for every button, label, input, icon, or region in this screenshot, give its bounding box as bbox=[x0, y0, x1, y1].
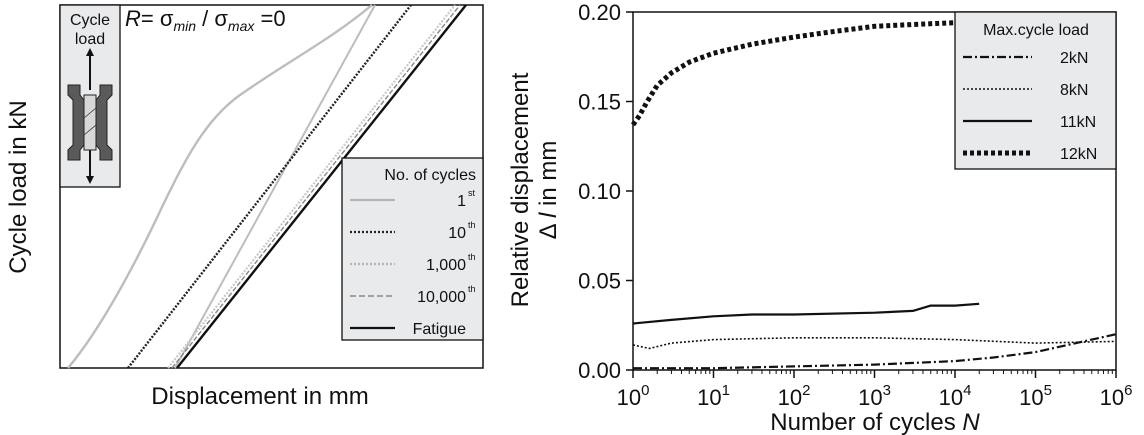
right-legend-label: 12kN bbox=[1060, 146, 1097, 163]
x-tick-label: 100 bbox=[617, 382, 650, 410]
right-chart: 0.00 0.05 0.10 0.15 0.20 100 101 102 103 104 105 10… bbox=[507, 0, 1132, 435]
right-legend-item: 8kN bbox=[963, 82, 1088, 99]
x-tick-label: 103 bbox=[858, 382, 891, 410]
y-tick-label: 0.10 bbox=[578, 179, 621, 204]
left-legend-label-sup: th bbox=[468, 220, 476, 230]
right-y-axis-label-line1: Relative displacement bbox=[507, 72, 534, 307]
x-tick-label: 101 bbox=[697, 382, 730, 410]
x-tick-label: 106 bbox=[1100, 382, 1133, 410]
curve-10000th-cycle bbox=[171, 4, 461, 369]
left-legend-label-sup: st bbox=[468, 188, 476, 198]
left-legend-label: Fatigue bbox=[413, 321, 466, 338]
left-legend-title: No. of cycles bbox=[384, 167, 476, 184]
left-legend-label-sup: th bbox=[468, 252, 476, 262]
left-legend-label: 1 bbox=[457, 193, 466, 210]
x-tick-label: 102 bbox=[778, 382, 811, 410]
series-line-11kN bbox=[632, 302, 980, 325]
inset-title-line1: Cycle bbox=[70, 12, 110, 29]
right-x-axis-label: Number of cycles N bbox=[770, 409, 980, 435]
left-chart: Cycle load R= σmin / σmax =0 No. of cycl… bbox=[5, 4, 484, 410]
left-legend-box bbox=[341, 157, 484, 341]
right-legend-title: Max.cycle load bbox=[983, 22, 1089, 39]
left-y-axis-label: Cycle load in kN bbox=[5, 100, 32, 273]
right-legend-item: 12kN bbox=[963, 146, 1097, 163]
inset-title-line2: load bbox=[75, 31, 105, 48]
y-tick-label: 0.20 bbox=[578, 0, 621, 25]
right-legend: Max.cycle load 2kN 8kN 11kN 12kN bbox=[954, 11, 1117, 170]
left-legend-item: 1,000 th bbox=[350, 252, 476, 274]
right-legend-box bbox=[954, 11, 1117, 170]
right-legend-label: 8kN bbox=[1060, 82, 1088, 99]
series-line-8kN bbox=[632, 336, 1117, 350]
right-legend-items: 2kN 8kN 11kN 12kN bbox=[963, 50, 1097, 163]
curve-1st-cycle bbox=[67, 4, 373, 369]
cycle-load-inset: Cycle load bbox=[59, 4, 121, 188]
specimen-icon bbox=[67, 84, 113, 161]
left-legend-item: Fatigue bbox=[350, 321, 466, 338]
x-tick-label: 104 bbox=[939, 382, 972, 410]
stress-ratio-text: R= σmin / σmax =0 bbox=[125, 6, 286, 34]
x-tick-label: 105 bbox=[1019, 382, 1052, 410]
series-line-12kN bbox=[630, 20, 956, 127]
series-line-2kN bbox=[633, 333, 1117, 370]
left-legend-item: 10,000 th bbox=[350, 284, 476, 306]
left-legend-label: 10 bbox=[448, 225, 466, 242]
right-legend-item: 2kN bbox=[963, 50, 1088, 67]
curve-1st-cycle-unloading bbox=[174, 4, 376, 369]
left-legend-label: 10,000 bbox=[417, 289, 466, 306]
left-legend-label-sup: th bbox=[468, 284, 476, 294]
curve-1000th-cycle bbox=[167, 4, 456, 369]
right-legend-item: 11kN bbox=[963, 114, 1096, 131]
left-x-axis-label: Displacement in mm bbox=[151, 383, 368, 410]
right-y-axis-label-line2: Δ l in mm bbox=[535, 141, 562, 240]
right-axis-ticks: 0.00 0.05 0.10 0.15 0.20 100 101 102 103 104 105 10… bbox=[578, 0, 1132, 410]
right-legend-label: 2kN bbox=[1060, 50, 1088, 67]
left-curves bbox=[67, 4, 467, 369]
y-tick-label: 0.05 bbox=[578, 269, 621, 294]
y-tick-label: 0.00 bbox=[578, 358, 621, 383]
y-tick-label: 0.15 bbox=[578, 90, 621, 115]
left-legend-label: 1,000 bbox=[426, 257, 466, 274]
right-legend-label: 11kN bbox=[1060, 114, 1096, 131]
right-series bbox=[630, 20, 1117, 370]
curve-fatigue bbox=[176, 4, 467, 369]
